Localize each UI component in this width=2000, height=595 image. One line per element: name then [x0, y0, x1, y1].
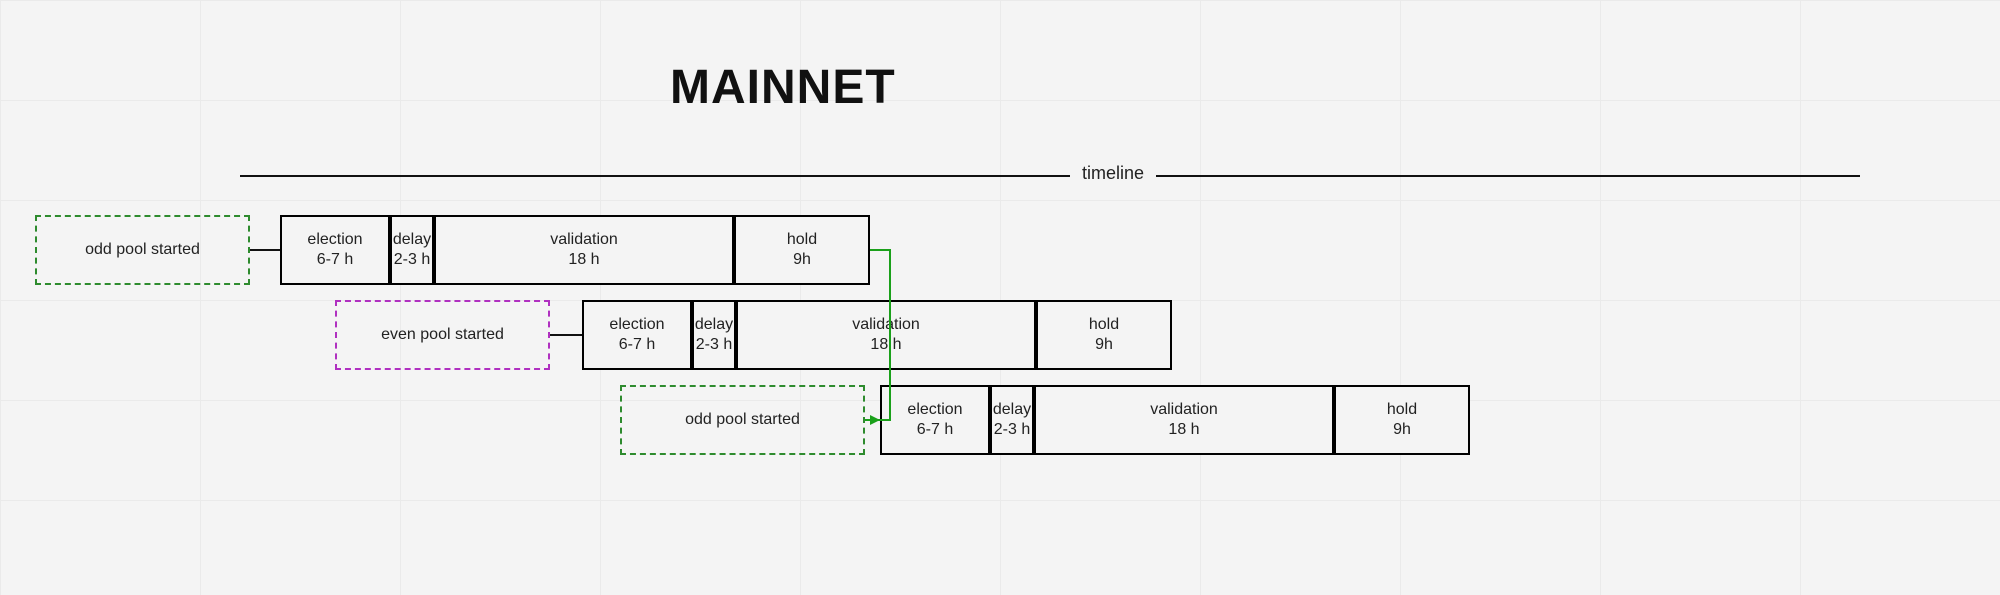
cycle-arrow [0, 0, 2000, 595]
diagram-stage: MAINNETtimelineodd pool startedeven pool… [0, 0, 2000, 595]
